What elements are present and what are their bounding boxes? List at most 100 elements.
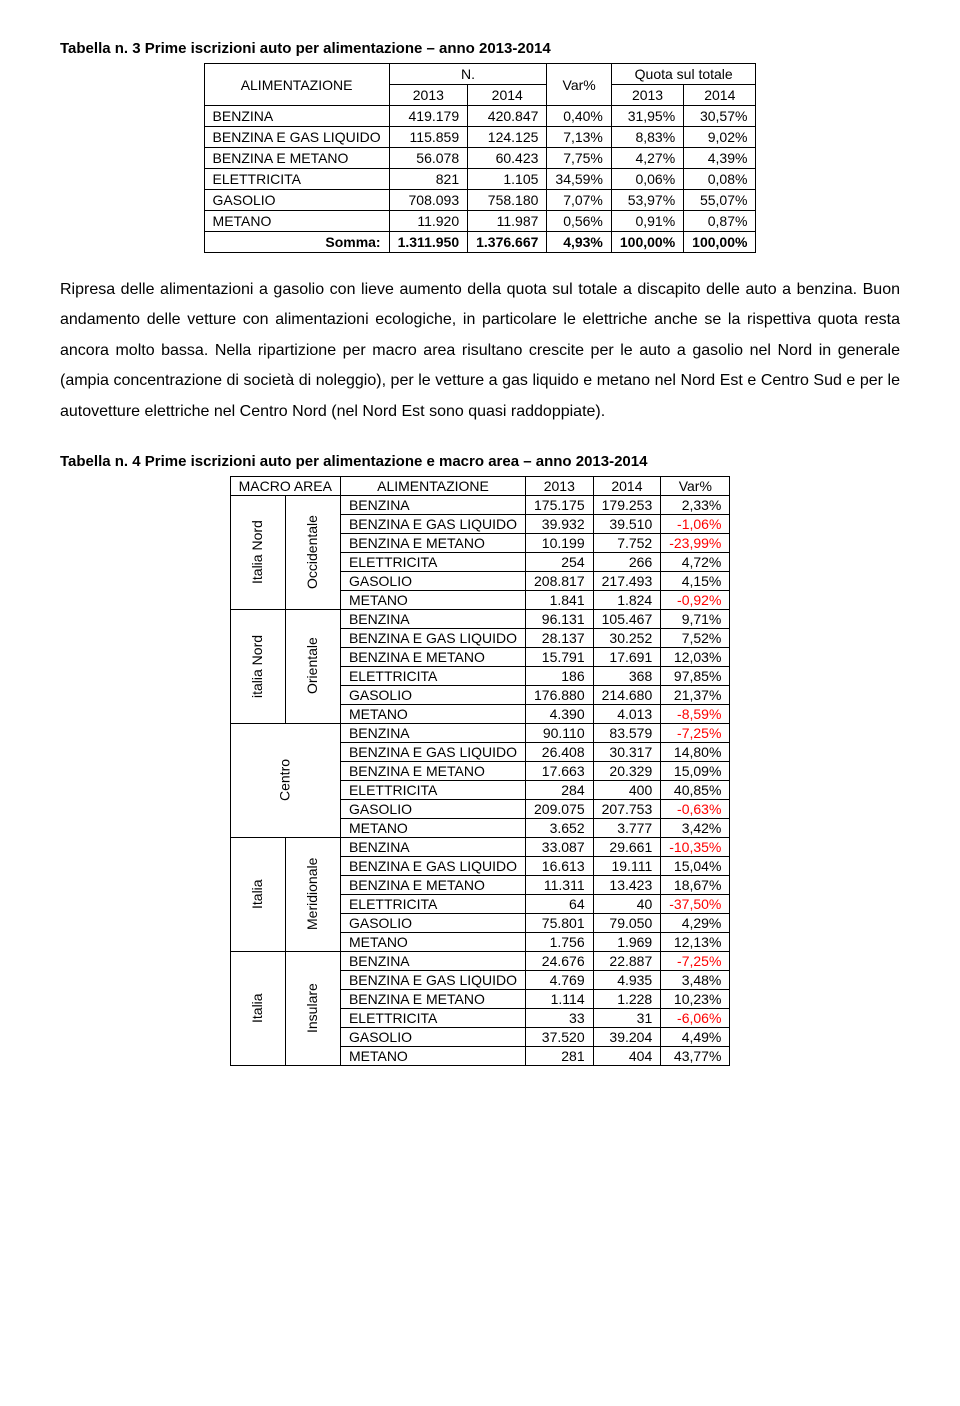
t4-cell-n1: 37.520 bbox=[526, 1027, 594, 1046]
table-row: ItaliaInsulareBENZINA24.67622.887-7,25% bbox=[230, 951, 730, 970]
t4-cell-n2: 1.824 bbox=[593, 590, 661, 609]
t4-group-label: Italia bbox=[230, 951, 285, 1065]
t3-cell-var: 0,56% bbox=[547, 211, 611, 232]
t4-cell-n2: 79.050 bbox=[593, 913, 661, 932]
t4-cell-n1: 1.756 bbox=[526, 932, 594, 951]
t3-sum-q2: 100,00% bbox=[684, 232, 756, 253]
t4-cell-var: 14,80% bbox=[661, 742, 730, 761]
table-row: Italia NordOccidentaleBENZINA175.175179.… bbox=[230, 495, 730, 514]
t4-cell-n1: 64 bbox=[526, 894, 594, 913]
t4-cell-n1: 1.841 bbox=[526, 590, 594, 609]
table-row: METANO11.92011.9870,56%0,91%0,87% bbox=[204, 211, 756, 232]
t4-cell-n1: 90.110 bbox=[526, 723, 594, 742]
t4-cell-lbl: BENZINA bbox=[340, 495, 525, 514]
t4-group-label: Italia bbox=[230, 837, 285, 951]
t4-cell-n2: 404 bbox=[593, 1046, 661, 1065]
t4-group-label: Italia Nord bbox=[230, 495, 285, 609]
t4-cell-n1: 3.652 bbox=[526, 818, 594, 837]
t4-cell-n2: 30.317 bbox=[593, 742, 661, 761]
t4-cell-lbl: METANO bbox=[340, 818, 525, 837]
t4-cell-n1: 175.175 bbox=[526, 495, 594, 514]
t3-h-n: N. bbox=[389, 64, 547, 85]
t4-cell-n1: 11.311 bbox=[526, 875, 594, 894]
t3-cell-q1: 53,97% bbox=[611, 190, 683, 211]
t4-group-label: Orientale bbox=[285, 609, 340, 723]
t4-cell-n2: 217.493 bbox=[593, 571, 661, 590]
t4-cell-n1: 33.087 bbox=[526, 837, 594, 856]
t4-cell-var: -8,59% bbox=[661, 704, 730, 723]
t3-cell-q2: 9,02% bbox=[684, 127, 756, 148]
t4-cell-var: -7,25% bbox=[661, 951, 730, 970]
t4-cell-lbl: BENZINA E METANO bbox=[340, 761, 525, 780]
t4-cell-var: 12,03% bbox=[661, 647, 730, 666]
t4-cell-lbl: BENZINA E GAS LIQUIDO bbox=[340, 514, 525, 533]
t3-cell-n1: 419.179 bbox=[389, 106, 468, 127]
t3-sum-var: 4,93% bbox=[547, 232, 611, 253]
t4-cell-var: -7,25% bbox=[661, 723, 730, 742]
t4-cell-n1: 15.791 bbox=[526, 647, 594, 666]
t4-cell-n2: 31 bbox=[593, 1008, 661, 1027]
t4-cell-var: 21,37% bbox=[661, 685, 730, 704]
t4-group-label: Centro bbox=[230, 723, 340, 837]
t4-cell-n1: 75.801 bbox=[526, 913, 594, 932]
table-row: BENZINA E METANO56.07860.4237,75%4,27%4,… bbox=[204, 148, 756, 169]
t4-cell-var: -0,63% bbox=[661, 799, 730, 818]
t3-cell-n1: 56.078 bbox=[389, 148, 468, 169]
t4-cell-n2: 105.467 bbox=[593, 609, 661, 628]
t4-group-label: Occidentale bbox=[285, 495, 340, 609]
t4-cell-n2: 29.661 bbox=[593, 837, 661, 856]
t4-cell-lbl: BENZINA E METANO bbox=[340, 647, 525, 666]
t4-cell-var: 10,23% bbox=[661, 989, 730, 1008]
t4-cell-var: -6,06% bbox=[661, 1008, 730, 1027]
t4-cell-var: 97,85% bbox=[661, 666, 730, 685]
t3-cell-var: 7,13% bbox=[547, 127, 611, 148]
t4-cell-lbl: GASOLIO bbox=[340, 1027, 525, 1046]
t4-cell-var: -10,35% bbox=[661, 837, 730, 856]
table3-container: ALIMENTAZIONE N. Var% Quota sul totale 2… bbox=[60, 63, 900, 253]
t4-cell-lbl: BENZINA E GAS LIQUIDO bbox=[340, 628, 525, 647]
t4-cell-n2: 22.887 bbox=[593, 951, 661, 970]
t4-cell-n2: 39.204 bbox=[593, 1027, 661, 1046]
table-row: ELETTRICITA8211.10534,59%0,06%0,08% bbox=[204, 169, 756, 190]
t4-cell-lbl: ELETTRICITA bbox=[340, 552, 525, 571]
t3-cell-q2: 30,57% bbox=[684, 106, 756, 127]
t3-cell-var: 0,40% bbox=[547, 106, 611, 127]
t4-cell-lbl: GASOLIO bbox=[340, 685, 525, 704]
t3-cell-var: 7,75% bbox=[547, 148, 611, 169]
t4-cell-n1: 176.880 bbox=[526, 685, 594, 704]
t3-h-y2a: 2014 bbox=[468, 85, 547, 106]
t4-cell-var: -23,99% bbox=[661, 533, 730, 552]
t3-cell-n1: 115.859 bbox=[389, 127, 468, 148]
t4-cell-lbl: GASOLIO bbox=[340, 799, 525, 818]
t3-cell-n2: 11.987 bbox=[468, 211, 547, 232]
t4-cell-lbl: METANO bbox=[340, 590, 525, 609]
t4-cell-var: 40,85% bbox=[661, 780, 730, 799]
table4-title: Tabella n. 4 Prime iscrizioni auto per a… bbox=[60, 453, 900, 470]
t4-cell-n1: 24.676 bbox=[526, 951, 594, 970]
t3-cell-q1: 4,27% bbox=[611, 148, 683, 169]
t4-cell-var: 4,49% bbox=[661, 1027, 730, 1046]
t3-cell-q1: 0,06% bbox=[611, 169, 683, 190]
t3-h-quota: Quota sul totale bbox=[611, 64, 756, 85]
t4-cell-n1: 254 bbox=[526, 552, 594, 571]
body-paragraph: Ripresa delle alimentazioni a gasolio co… bbox=[60, 275, 900, 427]
t4-cell-n1: 284 bbox=[526, 780, 594, 799]
t3-cell-n2: 1.105 bbox=[468, 169, 547, 190]
t4-cell-n1: 28.137 bbox=[526, 628, 594, 647]
t4-cell-var: -1,06% bbox=[661, 514, 730, 533]
t3-cell-q1: 8,83% bbox=[611, 127, 683, 148]
t4-cell-lbl: BENZINA bbox=[340, 951, 525, 970]
t4-h-var: Var% bbox=[661, 476, 730, 495]
t4-cell-n2: 266 bbox=[593, 552, 661, 571]
table-row: ItaliaMeridionaleBENZINA33.08729.661-10,… bbox=[230, 837, 730, 856]
t4-cell-lbl: BENZINA E METANO bbox=[340, 533, 525, 552]
t4-cell-lbl: METANO bbox=[340, 704, 525, 723]
table-row-sum: Somma:1.311.9501.376.6674,93%100,00%100,… bbox=[204, 232, 756, 253]
table4: MACRO AREA ALIMENTAZIONE 2013 2014 Var% … bbox=[230, 476, 731, 1066]
t3-cell-lbl: METANO bbox=[204, 211, 389, 232]
t3-h-alim: ALIMENTAZIONE bbox=[204, 64, 389, 106]
t4-cell-n1: 33 bbox=[526, 1008, 594, 1027]
t4-cell-var: 7,52% bbox=[661, 628, 730, 647]
t4-cell-lbl: ELETTRICITA bbox=[340, 894, 525, 913]
t4-cell-var: 43,77% bbox=[661, 1046, 730, 1065]
